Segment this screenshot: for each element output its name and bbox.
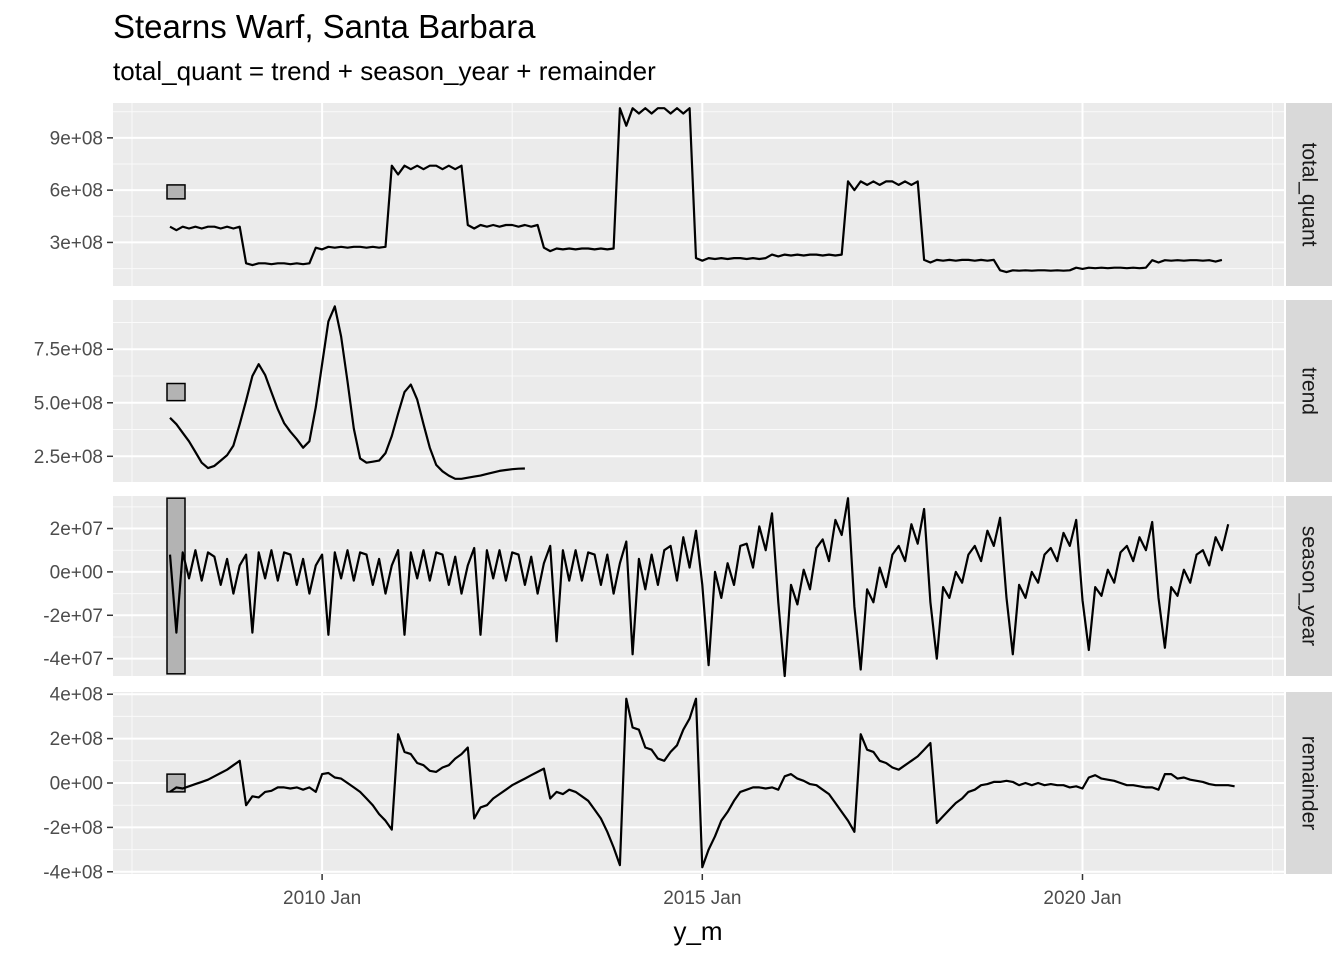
series-line-season_year xyxy=(168,497,1230,678)
facet-strip-label: season_year xyxy=(1298,526,1321,646)
y-tick-label: -2e+08 xyxy=(43,818,103,839)
y-tick-label: 6e+08 xyxy=(50,181,103,202)
scale-bar xyxy=(166,497,186,675)
y-tick-label: -4e+07 xyxy=(43,649,103,670)
facet-strip xyxy=(1286,692,1332,874)
x-tick-label: 2020 Jan xyxy=(1043,888,1121,909)
y-tick-label: 2e+07 xyxy=(50,519,103,540)
facet-strip xyxy=(1286,103,1332,286)
x-axis-title: y_m xyxy=(673,916,722,946)
panel-total_quant: 3e+08 6e+08 9e+08 total_quant xyxy=(50,103,1332,286)
facet-strip-label: total_quant xyxy=(1298,143,1321,247)
panels-layer: 3e+08 6e+08 9e+08 total_quant 2.5e+08 5.0e+08… xyxy=(34,103,1332,883)
y-tick-label: 7.5e+08 xyxy=(34,340,103,361)
y-tick-label: 9e+08 xyxy=(50,128,103,149)
panel-background xyxy=(113,496,1284,676)
panel-season_year: -4e+07 -2e+07 0e+00 2e+07 season_year xyxy=(43,496,1332,678)
y-tick-label: 2.5e+08 xyxy=(34,447,103,468)
y-tick-label: 3e+08 xyxy=(50,233,103,254)
series-line-remainder xyxy=(169,697,1235,869)
y-tick-label: 4e+08 xyxy=(50,685,103,706)
x-tick-label: 2015 Jan xyxy=(663,888,741,909)
series-line-trend xyxy=(169,305,525,480)
facet-strip-label: trend xyxy=(1298,367,1321,415)
y-tick-label: 0e+00 xyxy=(50,562,103,583)
panel-remainder: -4e+08 -2e+08 0e+00 2e+08 4e+08 remainder xyxy=(43,685,1332,883)
facet-strip xyxy=(1286,496,1332,676)
chart-subtitle: total_quant = trend + season_year + rema… xyxy=(113,56,656,86)
y-tick-label: -2e+07 xyxy=(43,606,103,627)
y-tick-label: 0e+00 xyxy=(50,774,103,795)
y-tick-label: -4e+08 xyxy=(43,862,103,883)
y-tick-label: 2e+08 xyxy=(50,729,103,750)
chart-title: Stearns Warf, Santa Barbara xyxy=(113,8,536,45)
y-tick-label: 5.0e+08 xyxy=(34,393,103,414)
x-axis: y_m 2010 Jan 2015 Jan 2020 Jan xyxy=(283,874,1122,946)
x-tick-label: 2010 Jan xyxy=(283,888,361,909)
facet-strip xyxy=(1286,300,1332,482)
panel-trend: 2.5e+08 5.0e+08 7.5e+08 trend xyxy=(34,300,1332,482)
scale-bar xyxy=(166,184,186,200)
scale-bar xyxy=(166,382,186,402)
panel-background xyxy=(113,300,1284,482)
series-line-total_quant xyxy=(169,107,1223,274)
panel-background xyxy=(113,103,1284,286)
facet-strip-label: remainder xyxy=(1298,736,1321,831)
